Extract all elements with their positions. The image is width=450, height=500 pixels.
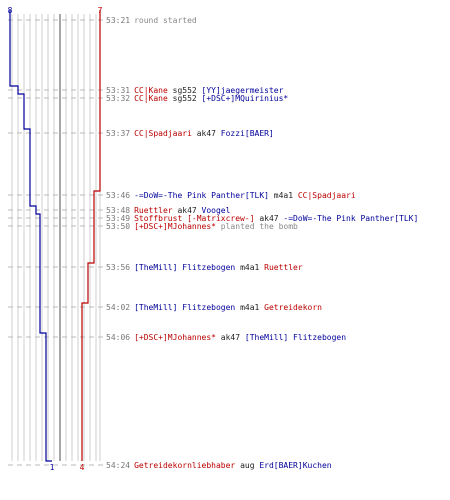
player-name: Voogel: [201, 206, 231, 215]
player-name: Getreidekorn: [264, 303, 322, 312]
event-time: 53:56: [106, 263, 131, 272]
player-name: Stoffbrust [-Matrixcrew-]: [134, 214, 255, 223]
player-name: [YY]jaegermeister: [201, 86, 284, 95]
event-row: 53:21 round started: [106, 16, 197, 26]
player-name: CC|Spadjaari: [297, 191, 356, 200]
event-time: 53:48: [106, 206, 131, 215]
event-time: 53:46: [106, 191, 131, 200]
player-name: [TheMill] Flitzebogen: [134, 303, 236, 312]
blue-end-count: 1: [50, 463, 55, 472]
player-name: [TheMill] Flitzebogen: [244, 333, 347, 342]
player-name: -=DoW=-The Pink Panther[TLK]: [134, 191, 269, 200]
event-text: round started: [134, 16, 197, 25]
player-name: Erd[BAER]Kuchen: [259, 461, 332, 470]
weapon-name: ak47: [172, 206, 202, 215]
player-name: CC|Kane: [134, 86, 168, 95]
weapon-name: m4a1: [235, 263, 265, 272]
weapon-name: ak47: [215, 333, 245, 342]
event-time: 53:31: [106, 86, 131, 95]
player-name: [TheMill] Flitzebogen: [134, 263, 236, 272]
event-time: 53:50: [106, 222, 131, 231]
player-name: [+DSC+]MJohannes*: [134, 333, 216, 342]
event-row: 53:32 CC|Kane sg552 [+DSC+]MQuirinius*: [106, 94, 288, 104]
weapon-name: ak47: [191, 129, 221, 138]
event-row: 54:02 [TheMill] Flitzebogen m4a1 Getreide…: [106, 303, 322, 313]
player-name: Ruettler: [134, 206, 173, 215]
player-name: Getreidekornliebhaber: [134, 461, 236, 470]
event-row: 54:24 Getreidekornliebhaber aug Erd[BAER]…: [106, 461, 332, 471]
player-name: CC|Kane: [134, 94, 168, 103]
weapon-name: sg552: [167, 94, 202, 103]
blue-start-count: 8: [8, 6, 13, 15]
player-name: [+DSC+]MQuirinius*: [201, 94, 289, 103]
red-start-count: 7: [98, 6, 103, 15]
event-row: 53:49 Stoffbrust [-Matrixcrew-] ak47 -=Do…: [106, 214, 418, 224]
weapon-name: aug: [235, 461, 260, 470]
event-row: 53:48 Ruettler ak47 Voogel: [106, 206, 230, 216]
weapon-name: m4a1: [268, 191, 298, 200]
player-name: Ruettler: [264, 263, 303, 272]
blue-team-line: [9, 10, 52, 462]
player-name: CC|Spadjaari: [134, 129, 192, 138]
weapon-name: sg552: [167, 86, 202, 95]
event-time: 54:24: [106, 461, 131, 470]
weapon-name: ak47: [254, 214, 284, 223]
event-time: 54:02: [106, 303, 131, 312]
player-name: -=DoW=-The Pink Panther[TLK]: [283, 214, 419, 223]
event-row: 53:31 CC|Kane sg552 [YY]jaegermeister: [106, 86, 283, 96]
event-time: 53:32: [106, 94, 131, 103]
red-end-count: 4: [80, 463, 85, 472]
event-time: 54:06: [106, 333, 131, 342]
event-row: 53:50 [+DSC+]MJohannes* planted the bomb: [106, 222, 298, 232]
weapon-name: m4a1: [235, 303, 265, 312]
event-row: 53:46 -=DoW=-The Pink Panther[TLK] m4a1 C…: [106, 191, 356, 201]
player-name: Fozzi[BAER]: [220, 129, 274, 138]
event-time: 53:49: [106, 214, 131, 223]
event-row: 53:56 [TheMill] Flitzebogen m4a1 Ruettler: [106, 263, 303, 273]
red-team-line: [81, 10, 101, 461]
event-time: 53:21: [106, 16, 131, 25]
event-text: planted the bomb: [215, 222, 298, 231]
player-name: [+DSC+]MJohannes*: [134, 222, 216, 231]
event-row: 54:06 [+DSC+]MJohannes* ak47 [TheMill] Fl…: [106, 333, 346, 343]
event-time: 53:37: [106, 129, 131, 138]
event-row: 53:37 CC|Spadjaari ak47 Fozzi[BAER]: [106, 129, 274, 139]
